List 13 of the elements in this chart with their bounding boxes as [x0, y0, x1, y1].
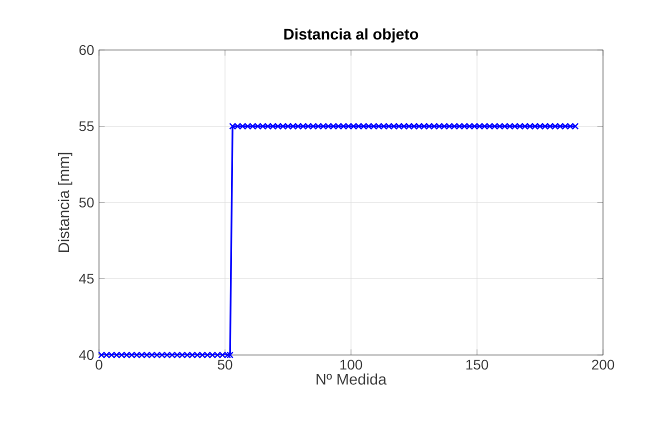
y-tick-label: 50 — [79, 198, 94, 208]
y-tick-label: 45 — [79, 274, 94, 284]
y-tick-label: 40 — [79, 350, 94, 360]
x-tick-label: 200 — [592, 360, 614, 370]
x-axis-title: Nº Medida — [316, 373, 387, 385]
y-tick-label: 55 — [79, 121, 94, 132]
chart-title: Distancia al objeto — [284, 28, 418, 43]
x-tick-label: 0 — [96, 360, 102, 370]
y-axis-title: Distancia [mm] — [58, 152, 72, 252]
x-tick-label: 100 — [340, 360, 362, 370]
y-tick-label: 60 — [79, 45, 94, 55]
x-tick-label: 150 — [466, 360, 488, 370]
x-tick-label: 50 — [218, 360, 232, 370]
